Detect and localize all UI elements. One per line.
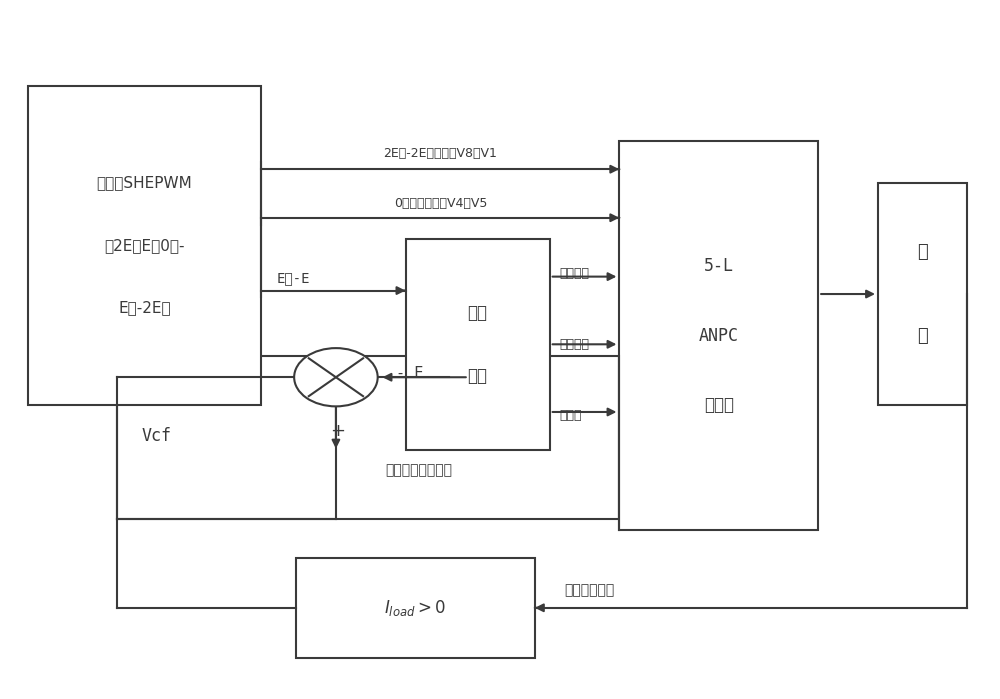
Text: 负: 负: [917, 243, 928, 261]
Text: 悬浮电容电压检测: 悬浮电容电压检测: [385, 463, 452, 477]
Text: ANPC: ANPC: [699, 326, 739, 345]
Text: 关状态: 关状态: [560, 409, 582, 422]
Bar: [878, 183, 967, 405]
Text: +: +: [330, 421, 345, 440]
Circle shape: [294, 348, 378, 406]
Text: 0平均分配使用V4、V5: 0平均分配使用V4、V5: [394, 197, 487, 210]
Text: 5-L: 5-L: [704, 257, 734, 275]
Bar: [619, 141, 818, 530]
Bar: [406, 238, 550, 450]
Text: 变换器: 变换器: [704, 396, 734, 414]
Text: $I_{load}>0$: $I_{load}>0$: [384, 598, 447, 618]
Text: 逻辑: 逻辑: [468, 304, 488, 322]
Text: （2E、E、0、-: （2E、E、0、-: [104, 238, 185, 253]
Text: 负载电流检测: 负载电流检测: [565, 584, 615, 598]
Text: 载: 载: [917, 326, 928, 345]
Text: 判断: 判断: [468, 366, 488, 384]
Text: 五电平SHEPWM: 五电平SHEPWM: [97, 175, 192, 191]
Text: - E: - E: [396, 366, 423, 381]
Text: E、-2E）: E、-2E）: [118, 301, 171, 315]
Bar: [117, 356, 619, 519]
Text: 选择合适: 选择合适: [560, 266, 590, 280]
Text: E、-E: E、-E: [276, 271, 310, 285]
Text: 2E、-2E分别使用V8、V1: 2E、-2E分别使用V8、V1: [383, 147, 497, 161]
Text: Vcf: Vcf: [142, 427, 172, 445]
Bar: [28, 86, 261, 405]
Text: 的冗余开: 的冗余开: [560, 338, 590, 351]
Bar: [296, 558, 535, 658]
